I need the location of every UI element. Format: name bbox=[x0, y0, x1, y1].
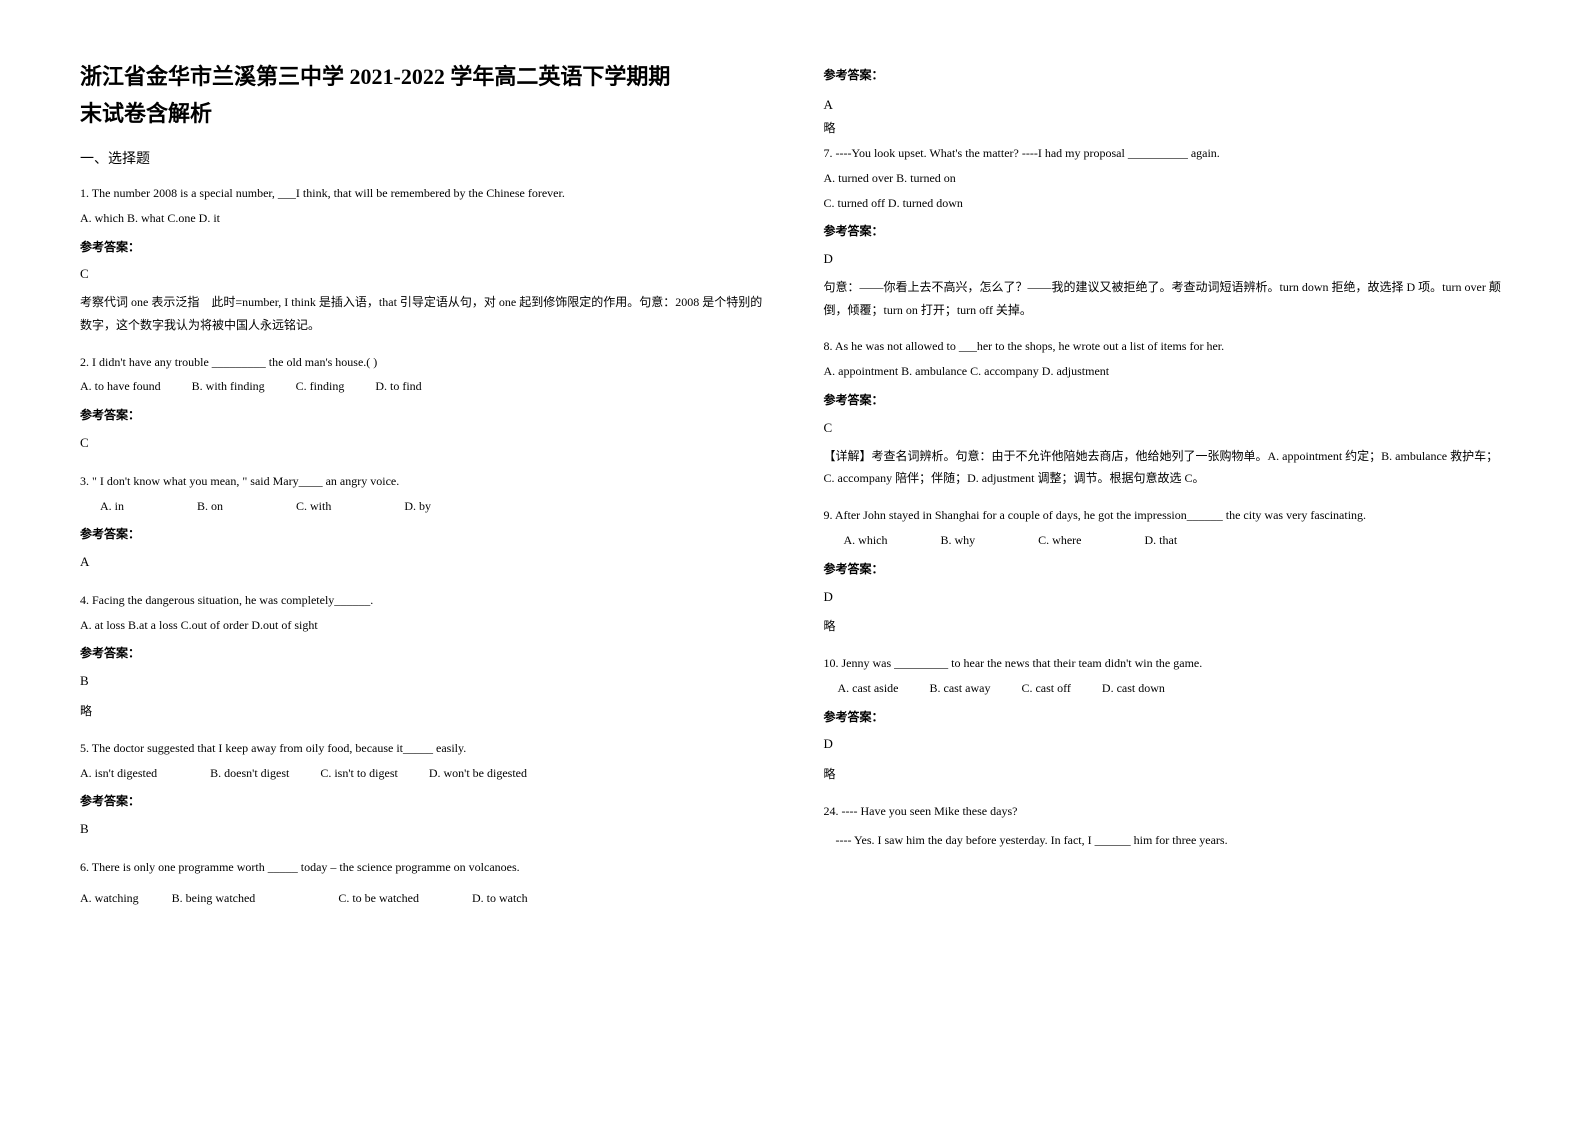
page-container: 浙江省金华市兰溪第三中学 2021-2022 学年高二英语下学期期 末试卷含解析… bbox=[80, 60, 1507, 923]
q10-opt-b: B. cast away bbox=[929, 677, 990, 700]
question-2: 2. I didn't have any trouble _________ t… bbox=[80, 351, 764, 456]
q6-opt-d: D. to watch bbox=[472, 887, 528, 910]
q1-explanation: 考察代词 one 表示泛指 此时=number, I think 是插入语，th… bbox=[80, 291, 764, 337]
q5-answer: B bbox=[80, 817, 764, 842]
q7-answer: D bbox=[824, 247, 1508, 272]
q6-options: A. watching B. being watched C. to be wa… bbox=[80, 887, 764, 910]
right-column: 参考答案： A 略 7. ----You look upset. What's … bbox=[824, 60, 1508, 923]
q7-explanation: 句意：——你看上去不高兴，怎么了？——我的建议又被拒绝了。考查动词短语辨析。tu… bbox=[824, 276, 1508, 322]
q9-options: A. which B. why C. where D. that bbox=[824, 529, 1508, 552]
q9-opt-d: D. that bbox=[1145, 529, 1178, 552]
q5-options: A. isn't digested B. doesn't digest C. i… bbox=[80, 762, 764, 785]
top-answer-label: 参考答案： bbox=[824, 66, 1508, 83]
q4-answer-label: 参考答案： bbox=[80, 642, 764, 665]
q9-opt-c: C. where bbox=[1038, 529, 1081, 552]
q10-opt-a: A. cast aside bbox=[838, 677, 899, 700]
q10-opt-c: C. cast off bbox=[1021, 677, 1070, 700]
q6-text: 6. There is only one programme worth ___… bbox=[80, 856, 764, 879]
question-7: 7. ----You look upset. What's the matter… bbox=[824, 142, 1508, 321]
q2-opt-d: D. to find bbox=[375, 375, 421, 398]
q9-lue: 略 bbox=[824, 615, 1508, 638]
q6-opt-c: C. to be watched bbox=[338, 887, 419, 910]
question-4: 4. Facing the dangerous situation, he wa… bbox=[80, 589, 764, 723]
q2-opt-c: C. finding bbox=[296, 375, 345, 398]
q3-options: A. in B. on C. with D. by bbox=[80, 495, 764, 518]
q3-text: 3. " I don't know what you mean, " said … bbox=[80, 470, 764, 493]
question-9: 9. After John stayed in Shanghai for a c… bbox=[824, 504, 1508, 638]
q10-opt-d: D. cast down bbox=[1102, 677, 1165, 700]
q9-answer-label: 参考答案： bbox=[824, 558, 1508, 581]
q6-opt-b: B. being watched bbox=[172, 887, 256, 910]
q2-options: A. to have found B. with finding C. find… bbox=[80, 375, 764, 398]
q24-text: 24. ---- Have you seen Mike these days? bbox=[824, 800, 1508, 823]
question-10: 10. Jenny was _________ to hear the news… bbox=[824, 652, 1508, 786]
q8-answer: C bbox=[824, 416, 1508, 441]
q3-answer: A bbox=[80, 550, 764, 575]
q1-answer: C bbox=[80, 262, 764, 287]
q10-answer: D bbox=[824, 732, 1508, 757]
left-column: 浙江省金华市兰溪第三中学 2021-2022 学年高二英语下学期期 末试卷含解析… bbox=[80, 60, 764, 923]
q8-text: 8. As he was not allowed to ___her to th… bbox=[824, 335, 1508, 358]
section-heading: 一、选择题 bbox=[80, 148, 764, 168]
q3-opt-a: A. in bbox=[100, 495, 124, 518]
q3-opt-c: C. with bbox=[296, 495, 331, 518]
q10-answer-label: 参考答案： bbox=[824, 706, 1508, 729]
q1-options: A. which B. what C.one D. it bbox=[80, 207, 764, 230]
top-answer: A bbox=[824, 97, 1508, 113]
q8-explanation: 【详解】考查名词辨析。句意：由于不允许他陪她去商店，他给她列了一张购物单。A. … bbox=[824, 445, 1508, 491]
q24-text2: ---- Yes. I saw him the day before yeste… bbox=[824, 829, 1508, 852]
top-lue: 略 bbox=[824, 119, 1508, 136]
q2-text: 2. I didn't have any trouble _________ t… bbox=[80, 351, 764, 374]
main-title-line1: 浙江省金华市兰溪第三中学 2021-2022 学年高二英语下学期期 bbox=[80, 60, 764, 93]
q2-opt-a: A. to have found bbox=[80, 375, 161, 398]
q3-opt-d: D. by bbox=[404, 495, 431, 518]
q5-opt-b: B. doesn't digest bbox=[210, 762, 289, 785]
q8-answer-label: 参考答案： bbox=[824, 389, 1508, 412]
question-3: 3. " I don't know what you mean, " said … bbox=[80, 470, 764, 575]
q5-answer-label: 参考答案： bbox=[80, 790, 764, 813]
q4-text: 4. Facing the dangerous situation, he wa… bbox=[80, 589, 764, 612]
question-5: 5. The doctor suggested that I keep away… bbox=[80, 737, 764, 842]
q5-text: 5. The doctor suggested that I keep away… bbox=[80, 737, 764, 760]
q6-opt-a: A. watching bbox=[80, 887, 139, 910]
q4-answer: B bbox=[80, 669, 764, 694]
q8-options: A. appointment B. ambulance C. accompany… bbox=[824, 360, 1508, 383]
q9-opt-b: B. why bbox=[941, 529, 976, 552]
q4-lue: 略 bbox=[80, 700, 764, 723]
q5-opt-c: C. isn't to digest bbox=[320, 762, 398, 785]
q5-opt-d: D. won't be digested bbox=[429, 762, 527, 785]
q7-text: 7. ----You look upset. What's the matter… bbox=[824, 142, 1508, 165]
q1-answer-label: 参考答案： bbox=[80, 236, 764, 259]
question-24: 24. ---- Have you seen Mike these days? … bbox=[824, 800, 1508, 852]
q4-options: A. at loss B.at a loss C.out of order D.… bbox=[80, 614, 764, 637]
q2-opt-b: B. with finding bbox=[192, 375, 265, 398]
q3-opt-b: B. on bbox=[197, 495, 223, 518]
question-1: 1. The number 2008 is a special number, … bbox=[80, 182, 764, 337]
q10-options: A. cast aside B. cast away C. cast off D… bbox=[824, 677, 1508, 700]
q1-text: 1. The number 2008 is a special number, … bbox=[80, 182, 764, 205]
q7-answer-label: 参考答案： bbox=[824, 220, 1508, 243]
main-title-line2: 末试卷含解析 bbox=[80, 97, 764, 130]
q2-answer-label: 参考答案： bbox=[80, 404, 764, 427]
q9-answer: D bbox=[824, 585, 1508, 610]
q10-text: 10. Jenny was _________ to hear the news… bbox=[824, 652, 1508, 675]
q7-options-2: C. turned off D. turned down bbox=[824, 192, 1508, 215]
q9-opt-a: A. which bbox=[844, 529, 888, 552]
q10-lue: 略 bbox=[824, 763, 1508, 786]
question-8: 8. As he was not allowed to ___her to th… bbox=[824, 335, 1508, 490]
q2-answer: C bbox=[80, 431, 764, 456]
q7-options-1: A. turned over B. turned on bbox=[824, 167, 1508, 190]
q5-opt-a: A. isn't digested bbox=[80, 762, 157, 785]
q9-text: 9. After John stayed in Shanghai for a c… bbox=[824, 504, 1508, 527]
question-6: 6. There is only one programme worth ___… bbox=[80, 856, 764, 910]
q3-answer-label: 参考答案： bbox=[80, 523, 764, 546]
